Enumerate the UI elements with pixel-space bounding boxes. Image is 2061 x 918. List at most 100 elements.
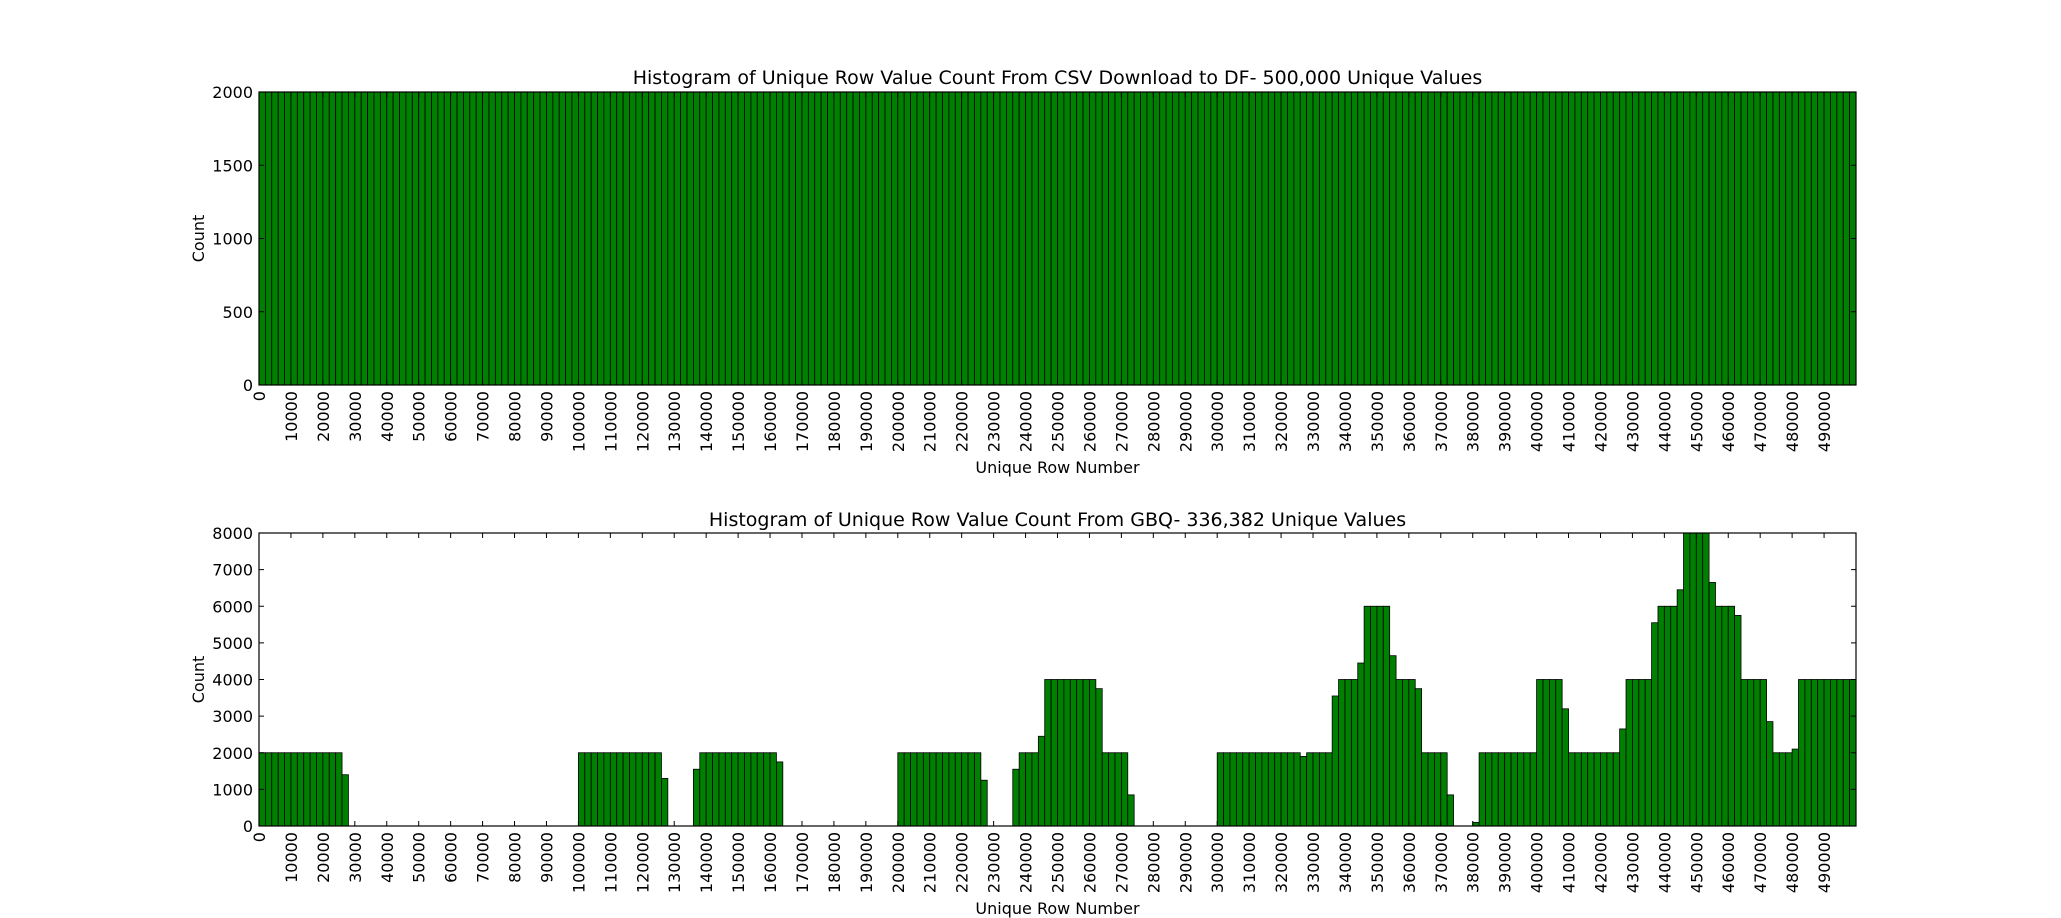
x-tick-label: 80000 [506,832,525,883]
y-tick-label: 1000 [212,780,253,799]
histogram-bar [1568,752,1576,827]
histogram-bar [1817,91,1825,386]
x-tick-label: 40000 [378,832,397,883]
histogram-bar [795,91,803,386]
histogram-bar [1632,679,1640,827]
histogram-bar [1485,752,1493,827]
histogram-bar [961,752,969,827]
bars-group [258,91,1857,386]
histogram-bar [1568,91,1576,386]
histogram-bar [1120,91,1129,386]
histogram-bar [431,91,439,386]
x-tick-label: 90000 [537,391,556,442]
x-tick-label: 300000 [1208,832,1227,893]
histogram-bar [641,91,650,386]
x-tick-label: 20000 [314,832,333,883]
x-tick-label: 320000 [1272,391,1291,452]
histogram-bar [341,91,349,386]
y-axis-label: Count [189,656,208,704]
x-tick-label: 10000 [282,391,301,442]
histogram-bar [807,91,816,386]
x-tick-label: 170000 [793,391,812,452]
histogram-bar [1370,91,1378,386]
histogram-gbq: Histogram of Unique Row Value Count From… [189,509,1857,918]
histogram-bar [916,752,924,827]
histogram-bar [661,777,669,827]
x-tick-label: 390000 [1496,832,1515,893]
histogram-bar [1536,91,1544,386]
y-tick-label: 1500 [212,156,253,175]
histogram-bar [788,91,796,386]
histogram-bar [1184,91,1193,386]
x-tick-label: 420000 [1591,832,1610,893]
histogram-bar [379,91,388,386]
chart-title: Histogram of Unique Row Value Count From… [709,509,1406,531]
histogram-bar [520,91,528,386]
x-tick-label: 180000 [825,391,844,452]
x-tick-label: 390000 [1496,391,1515,452]
x-tick-label: 280000 [1144,832,1163,893]
histogram-bar [1798,679,1806,827]
histogram-bar [1606,91,1614,386]
histogram-bar [929,752,937,827]
histogram-bar [609,91,618,386]
histogram-bar [1095,91,1103,386]
histogram-bar [367,91,375,386]
histogram-bar [1216,91,1224,386]
histogram-bar [871,91,880,386]
x-tick-label: 230000 [985,391,1004,452]
histogram-bar [839,91,848,386]
histogram-bar [1619,91,1627,386]
histogram-bar [1089,679,1097,827]
x-tick-label: 280000 [1144,391,1163,452]
histogram-bar [1759,91,1767,386]
histogram-bar [750,91,758,386]
histogram-bar [744,91,752,386]
histogram-bar [1510,752,1518,827]
x-tick-label: 490000 [1815,832,1834,893]
histogram-bar [1548,91,1557,386]
x-tick-label: 0 [250,391,269,401]
histogram-bar [616,91,624,386]
histogram-bar [1830,679,1838,827]
x-tick-label: 430000 [1623,832,1642,893]
histogram-bar [763,752,771,827]
x-tick-label: 210000 [921,391,940,452]
histogram-bar [1651,91,1659,386]
histogram-bar [1727,91,1736,386]
histogram-bar [1133,91,1141,386]
histogram-bar [1363,605,1371,827]
histogram-bar [1389,91,1397,386]
histogram-bar [584,752,592,827]
histogram-bar [1204,91,1212,386]
histogram-bar [820,91,828,386]
histogram-bar [335,752,343,827]
histogram-bar [1165,91,1173,386]
histogram-bar [482,91,490,386]
histogram-bar [1395,679,1403,827]
histogram-bar [929,91,937,386]
histogram-bar [1319,752,1327,827]
histogram-bar [935,752,943,827]
x-tick-label: 380000 [1464,391,1483,452]
x-tick-label: 190000 [857,391,876,452]
x-tick-label: 140000 [697,832,716,893]
histogram-bar [1108,752,1116,827]
histogram-bar [1242,752,1250,827]
histogram-bar [1657,605,1665,827]
histogram-bar [692,91,701,386]
histogram-bar [1804,679,1812,827]
histogram-bar [1778,752,1787,827]
x-tick-label: 140000 [697,391,716,452]
x-tick-label: 450000 [1687,832,1706,893]
x-tick-label: 180000 [825,832,844,893]
histogram-bar [1344,91,1352,386]
histogram-bar [1082,679,1090,827]
bars-group [258,532,1857,827]
x-tick-label: 300000 [1208,391,1227,452]
histogram-bar [859,91,867,386]
histogram-bar [1810,679,1819,827]
histogram-bar [763,91,771,386]
x-tick-label: 410000 [1560,832,1579,893]
histogram-bar [1791,748,1799,827]
